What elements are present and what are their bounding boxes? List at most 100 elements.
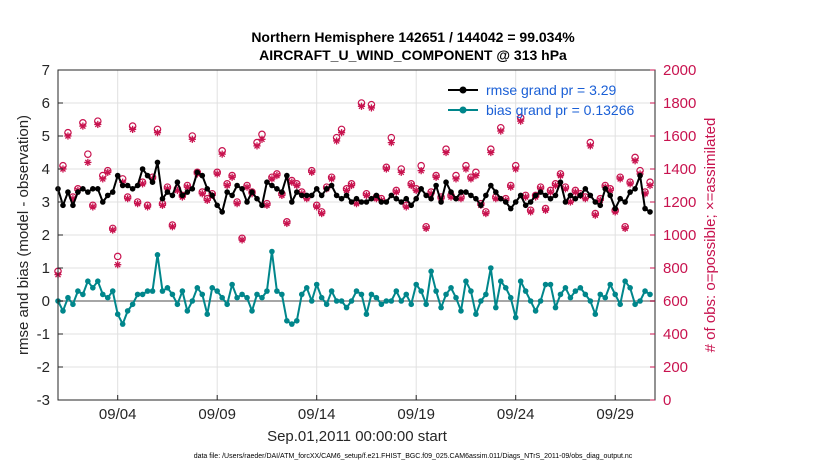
bias-point (99, 291, 106, 298)
rmse-point (204, 186, 211, 192)
obs-assimilated-point (497, 127, 505, 135)
rmse-point (99, 199, 106, 205)
x-tick-label: 09/19 (397, 406, 435, 423)
bias-point (617, 301, 623, 308)
rmse-point (637, 172, 643, 179)
obs-assimilated-point (268, 175, 276, 183)
x-tick-label: 09/24 (497, 406, 535, 423)
obs-assimilated-point (114, 261, 122, 269)
rmse-point (632, 186, 638, 192)
rmse-point (458, 189, 464, 195)
bias-point (124, 308, 131, 314)
rmse-point (577, 192, 584, 199)
x-tick-label: 09/29 (596, 406, 634, 423)
bias-point (164, 285, 171, 291)
obs-assimilated-point (462, 165, 470, 173)
obs-assimilated-point (392, 188, 400, 196)
obs-possible-point (113, 252, 122, 261)
y-tick-label: 3 (42, 194, 50, 211)
rmse-point (229, 192, 235, 199)
bias-point (70, 301, 76, 308)
rmse-point (214, 202, 220, 209)
y2-tick-label: 1400 (663, 161, 696, 178)
bias-point (219, 294, 225, 301)
y-axis-label: rmse and bias (model - observation) (15, 115, 32, 355)
bias-point (90, 285, 96, 291)
rmse-point (244, 199, 250, 205)
bias-point (537, 298, 544, 304)
obs-assimilated-point (293, 181, 301, 190)
bias-point (144, 288, 151, 294)
bias-point (542, 281, 549, 288)
bias-point (179, 288, 186, 294)
rmse-point (562, 199, 569, 205)
obs-assimilated-point (213, 170, 221, 178)
rmse-point (522, 202, 529, 209)
rmse-point (224, 189, 230, 195)
bias-point (139, 291, 146, 298)
obs-assimilated-point (621, 224, 629, 232)
bias-point (159, 288, 166, 294)
rmse-point (189, 186, 196, 192)
rmse-point (75, 189, 81, 195)
bias-point (114, 311, 121, 318)
obs-assimilated-point (198, 190, 206, 198)
obs-assimilated-point (387, 139, 395, 147)
bias-point (522, 288, 529, 294)
obs-assimilated-point (218, 150, 226, 158)
y2-tick-label: 1000 (663, 227, 696, 244)
rmse-point (453, 195, 459, 202)
bias-point (95, 278, 101, 285)
rmse-point (318, 192, 325, 199)
bias-point (532, 308, 539, 314)
y2-tick-label: 400 (663, 326, 688, 343)
y-tick-label: 2 (42, 227, 50, 244)
obs-assimilated-point (288, 178, 296, 186)
bias-point (647, 291, 653, 298)
rmse-point (497, 195, 504, 202)
bias-point (169, 291, 176, 298)
bias-point (154, 252, 161, 258)
rmse-point (353, 195, 360, 202)
rmse-point (448, 189, 454, 195)
bias-point (358, 291, 365, 298)
obs-assimilated-point (571, 188, 579, 196)
obs-assimilated-point (432, 173, 440, 181)
bias-point (234, 294, 240, 301)
x-tick-label: 09/09 (198, 406, 236, 423)
bias-point (502, 285, 509, 291)
bias-point (577, 285, 584, 291)
legend-bias-marker (459, 106, 467, 114)
bias-point (104, 294, 111, 301)
rmse-point (627, 189, 633, 195)
rmse-point (80, 186, 86, 192)
obs-assimilated-point (89, 203, 97, 211)
obs-assimilated-point (522, 193, 530, 201)
bias-point (328, 288, 335, 294)
bias-point (149, 288, 156, 294)
rmse-point (90, 186, 96, 192)
bias-point (572, 288, 579, 294)
rmse-point (438, 199, 444, 205)
bias-point (632, 301, 638, 308)
bias-point (483, 291, 489, 298)
bias-point (224, 301, 230, 308)
rmse-point (65, 189, 71, 195)
obs-assimilated-point (367, 104, 376, 112)
obs-assimilated-point (546, 188, 555, 196)
rmse-point (473, 195, 479, 202)
obs-possible-point (84, 150, 92, 158)
rmse-point (279, 189, 285, 195)
bias-point (612, 291, 618, 298)
bias-point (423, 301, 429, 308)
bias-point (448, 285, 454, 291)
bias-point (109, 288, 116, 294)
bias-point (244, 294, 250, 301)
rmse-point (398, 199, 405, 205)
rmse-point (194, 169, 201, 176)
rmse-point (363, 199, 370, 205)
rmse-point (313, 186, 320, 192)
bias-point (607, 281, 614, 288)
obs-assimilated-point (581, 195, 589, 203)
